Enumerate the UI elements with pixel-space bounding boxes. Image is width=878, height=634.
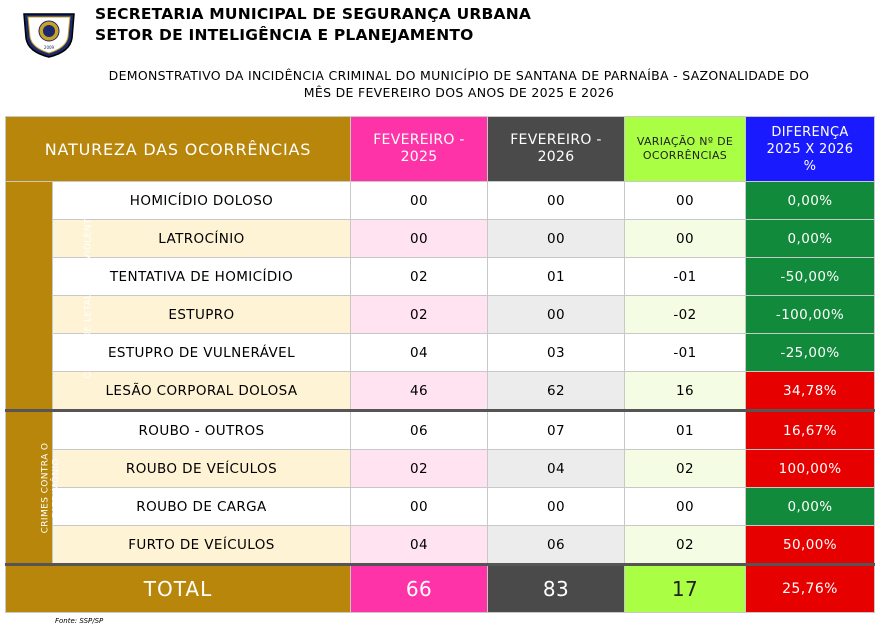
- value-variacao: 00: [624, 487, 746, 526]
- header-feb-2025: FEVEREIRO -2025: [350, 116, 488, 182]
- value-2025: 46: [350, 371, 488, 411]
- value-variacao: 00: [624, 181, 746, 220]
- row-label: ROUBO - OUTROS: [52, 409, 351, 450]
- value-variacao: 16: [624, 371, 746, 411]
- header-title-setor: SETOR DE INTELIGÊNCIA E PLANEJAMENTO: [95, 26, 474, 44]
- group-letalidade-label: CRIMES DE LETALIDADE VIOLENTA: [5, 181, 94, 411]
- row-label: ROUBO DE CARGA: [52, 487, 351, 526]
- table-row: TENTATIVA DE HOMICÍDIO 02 01 -01 -50,00%: [6, 257, 875, 296]
- total-2025: 66: [350, 563, 488, 613]
- value-2026: 01: [487, 257, 625, 296]
- total-2026: 83: [487, 563, 625, 613]
- value-variacao: -02: [624, 295, 746, 334]
- source-note: Fonte: SSP/SP: [55, 617, 104, 625]
- value-diferenca: -50,00%: [745, 257, 875, 296]
- row-label: ESTUPRO DE VULNERÁVEL: [52, 333, 351, 372]
- table-row: CRIMES CONTRA O PATRIMÔNIO ROUBO - OUTROS…: [5, 409, 875, 565]
- header-title-secretaria: SECRETARIA MUNICIPAL DE SEGURANÇA URBANA: [95, 5, 532, 23]
- value-diferenca: 16,67%: [745, 409, 875, 450]
- value-2025: 06: [350, 409, 488, 450]
- row-label: LESÃO CORPORAL DOLOSA: [52, 371, 351, 411]
- value-diferenca: -25,00%: [745, 333, 875, 372]
- value-2025: 00: [350, 181, 488, 220]
- value-2025: 02: [350, 295, 488, 334]
- table-row: CRIMES DE LETALIDADE VIOLENTA HOMICÍDIO …: [5, 181, 875, 411]
- table-row: FURTO DE VEÍCULOS 04 06 02 50,00%: [6, 525, 875, 565]
- value-2025: 04: [350, 525, 488, 565]
- value-2026: 03: [487, 333, 625, 372]
- total-label: TOTAL: [5, 563, 351, 613]
- value-variacao: 01: [624, 409, 746, 450]
- value-2026: 07: [487, 409, 625, 450]
- table-row: LESÃO CORPORAL DOLOSA 46 62 16 34,78%: [6, 371, 875, 411]
- value-2026: 00: [487, 181, 625, 220]
- row-label: ESTUPRO: [52, 295, 351, 334]
- row-label: ROUBO DE VEÍCULOS: [52, 449, 351, 488]
- value-2026: 00: [487, 487, 625, 526]
- row-label: HOMICÍDIO DOLOSO: [52, 181, 351, 220]
- total-diferenca: 25,76%: [745, 563, 875, 613]
- value-diferenca: 100,00%: [745, 449, 875, 488]
- value-2026: 06: [487, 525, 625, 565]
- total-row: TOTAL 66 83 17 25,76%: [5, 563, 875, 613]
- value-diferenca: 50,00%: [745, 525, 875, 565]
- row-label: FURTO DE VEÍCULOS: [52, 525, 351, 565]
- value-2026: 62: [487, 371, 625, 411]
- table-row: LATROCÍNIO 00 00 00 0,00%: [6, 219, 875, 258]
- table-header-row: NATUREZA DAS OCORRÊNCIAS FEVEREIRO -2025…: [5, 116, 875, 182]
- header-feb-2026: FEVEREIRO -2026: [487, 116, 625, 182]
- value-variacao: 02: [624, 449, 746, 488]
- subtitle-line-2: MÊS DE FEVEREIRO DOS ANOS DE 2025 E 2026: [303, 85, 615, 100]
- value-diferenca: 34,78%: [745, 371, 875, 411]
- table-row: ROUBO DE CARGA 00 00 00 0,00%: [6, 487, 875, 526]
- row-label: TENTATIVA DE HOMICÍDIO: [52, 257, 351, 296]
- value-2026: 00: [487, 295, 625, 334]
- value-2026: 04: [487, 449, 625, 488]
- svg-text:2009: 2009: [44, 45, 55, 50]
- report-subtitle: DEMONSTRATIVO DA INCIDÊNCIA CRIMINAL DO …: [40, 67, 878, 101]
- value-2025: 04: [350, 333, 488, 372]
- value-diferenca: 0,00%: [745, 181, 875, 220]
- value-2025: 00: [350, 487, 488, 526]
- header-variacao: VARIAÇÃO Nº DE OCORRÊNCIAS: [624, 116, 746, 182]
- value-2026: 00: [487, 219, 625, 258]
- value-2025: 00: [350, 219, 488, 258]
- table-row: ESTUPRO DE VULNERÁVEL 04 03 -01 -25,00%: [6, 333, 875, 372]
- value-diferenca: -100,00%: [745, 295, 875, 334]
- value-diferenca: 0,00%: [745, 487, 875, 526]
- header-natureza: NATUREZA DAS OCORRÊNCIAS: [5, 116, 351, 182]
- municipal-guard-badge-logo: 2009: [23, 13, 75, 58]
- row-label: LATROCÍNIO: [52, 219, 351, 258]
- value-variacao: 00: [624, 219, 746, 258]
- value-variacao: -01: [624, 333, 746, 372]
- group-patrimonio-label: CRIMES CONTRA O PATRIMÔNIO: [5, 409, 61, 565]
- subtitle-line-1: DEMONSTRATIVO DA INCIDÊNCIA CRIMINAL DO …: [108, 68, 810, 83]
- total-variacao: 17: [624, 563, 746, 613]
- value-2025: 02: [350, 257, 488, 296]
- value-variacao: -01: [624, 257, 746, 296]
- value-variacao: 02: [624, 525, 746, 565]
- table-row: ESTUPRO 02 00 -02 -100,00%: [6, 295, 875, 334]
- crime-statistics-table: NATUREZA DAS OCORRÊNCIAS FEVEREIRO -2025…: [5, 116, 875, 613]
- value-diferenca: 0,00%: [745, 219, 875, 258]
- table-row: ROUBO DE VEÍCULOS 02 04 02 100,00%: [6, 449, 875, 488]
- value-2025: 02: [350, 449, 488, 488]
- header-diferenca: DIFERENÇA 2025 X 2026%: [745, 116, 875, 182]
